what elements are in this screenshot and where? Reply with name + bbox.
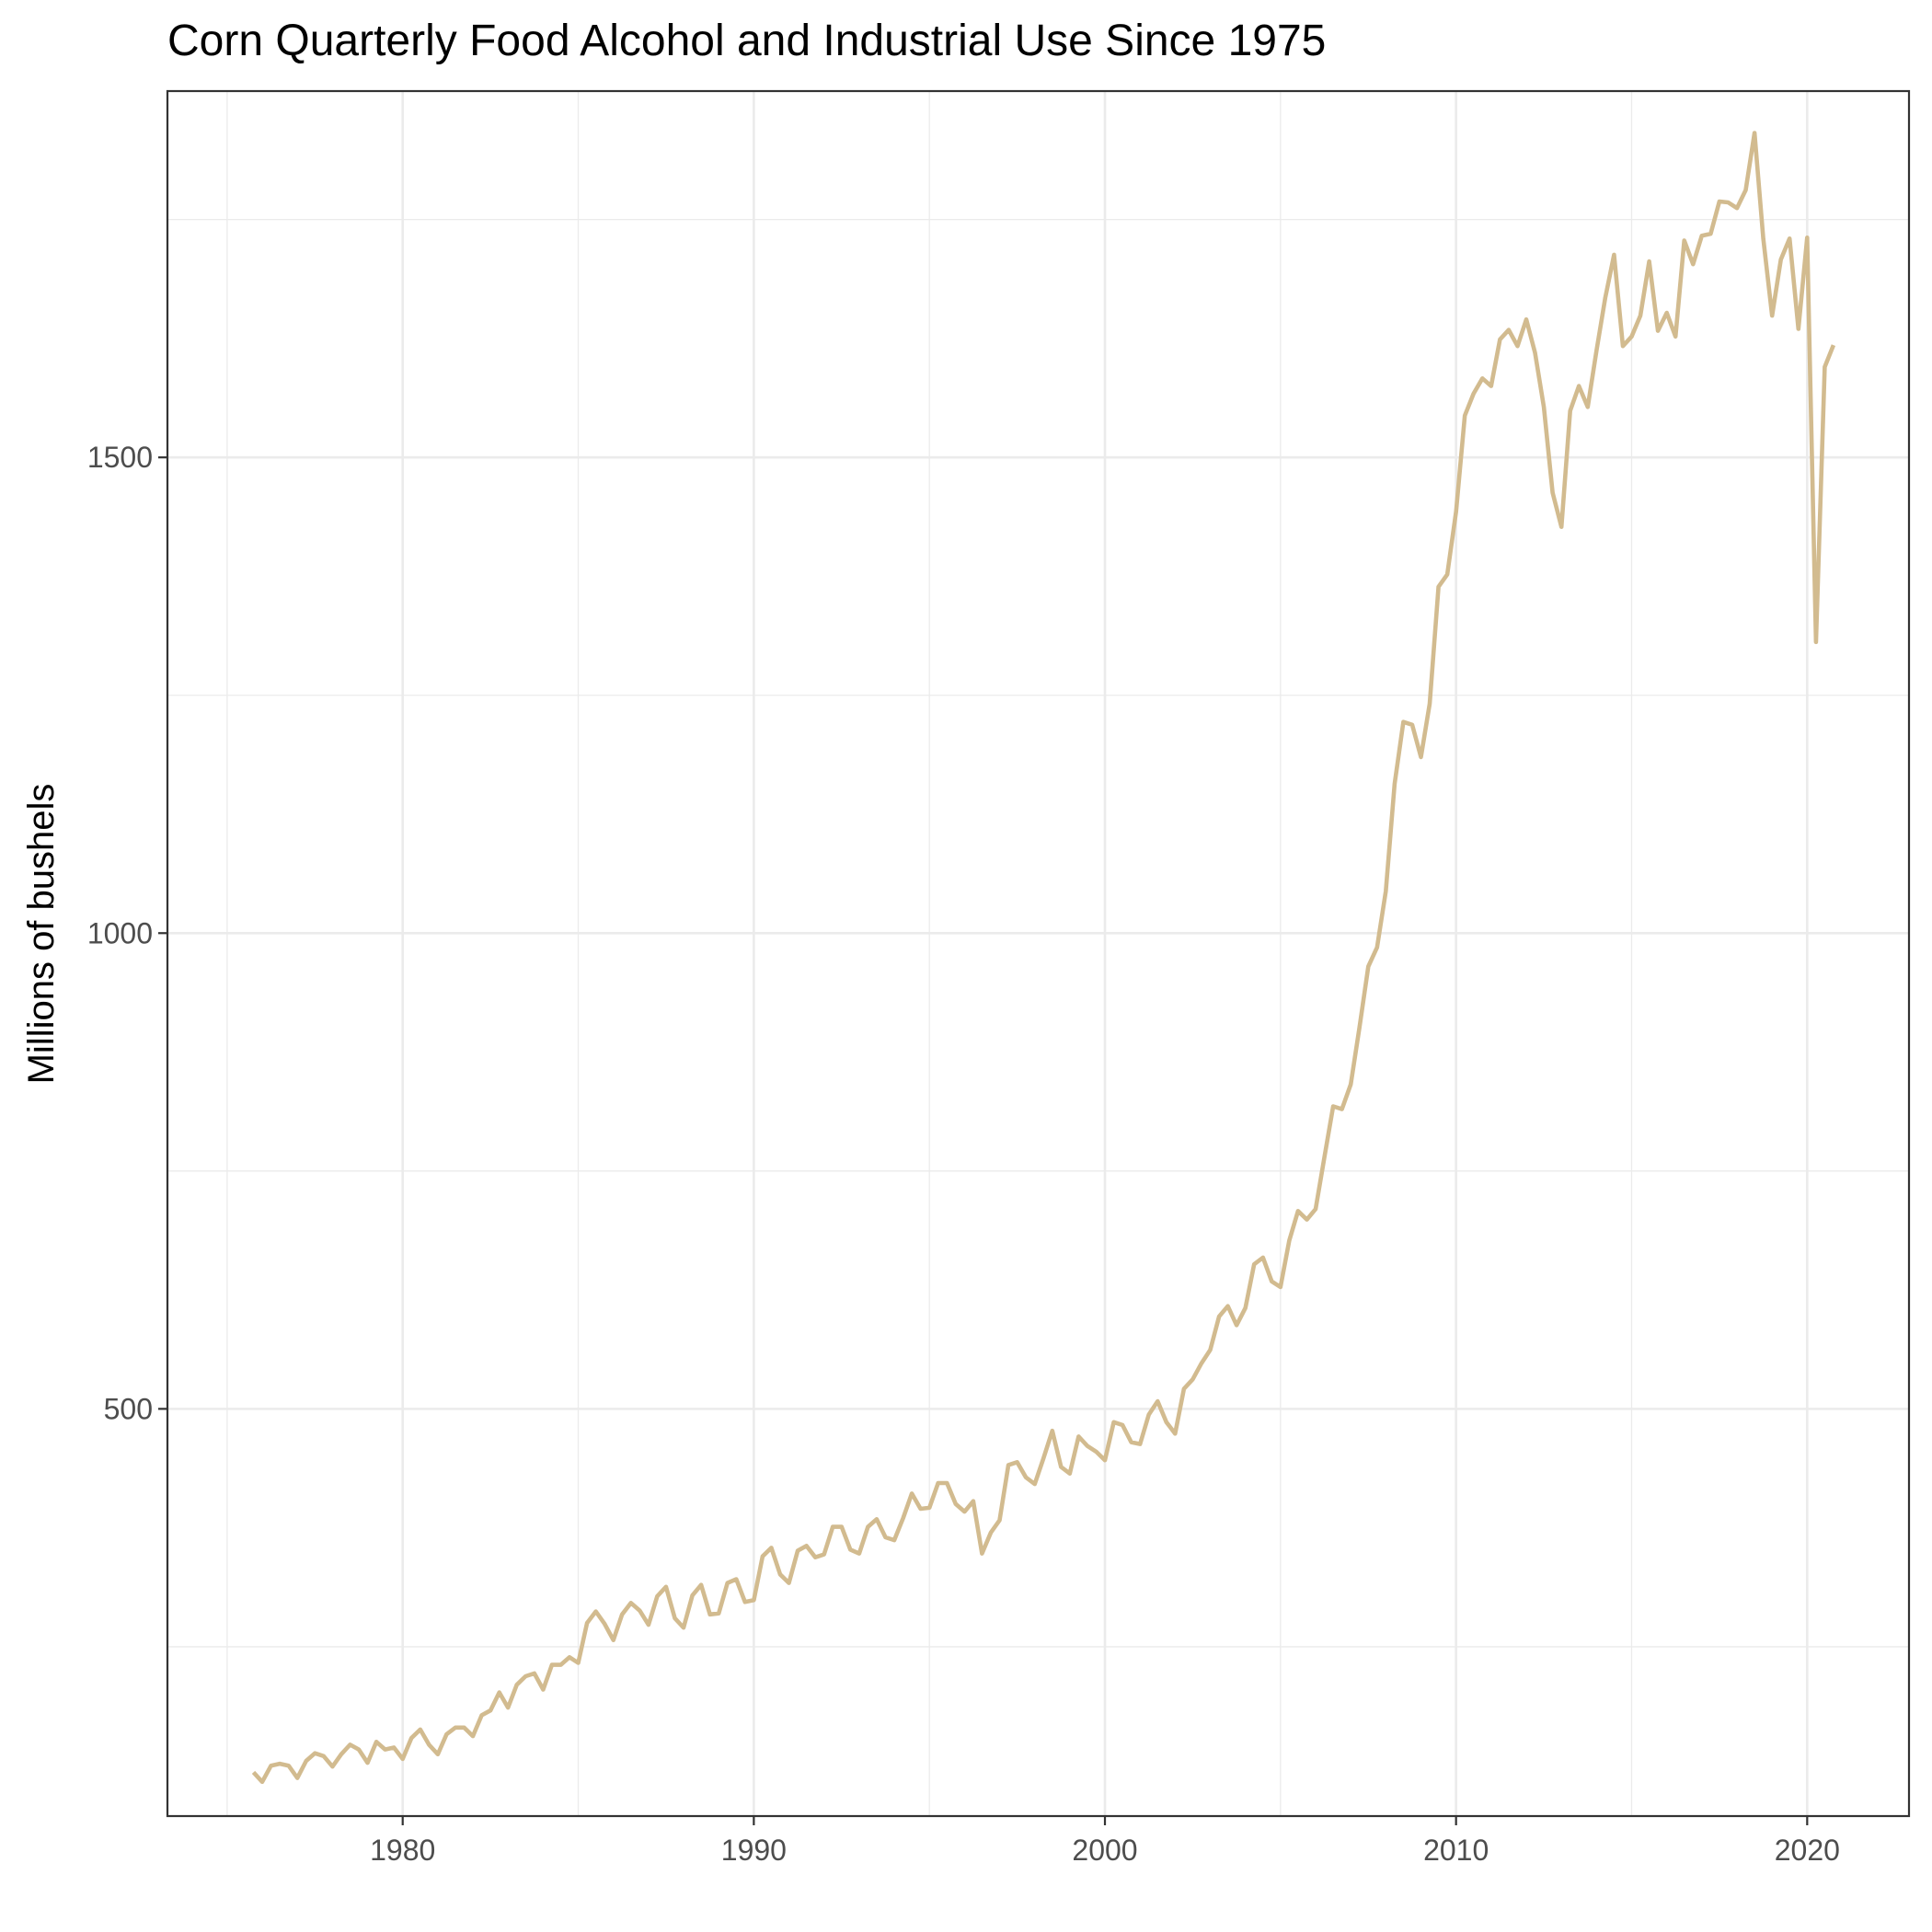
series-layer <box>251 131 1836 1785</box>
x-tick-label: 1980 <box>370 1834 435 1867</box>
y-tick-label: 1500 <box>87 441 153 474</box>
y-tick-label: 1000 <box>87 916 153 949</box>
y-tick-label: 500 <box>104 1392 153 1425</box>
plot-panel-border <box>166 89 1911 1818</box>
series-line <box>251 131 1836 1785</box>
gridlines <box>167 91 1909 1816</box>
x-tick-label: 2000 <box>1072 1834 1137 1867</box>
x-tick-label: 2010 <box>1423 1834 1489 1867</box>
chart-title: Corn Quarterly Food Alcohol and Industri… <box>167 17 1326 65</box>
y-axis-label: Millions of bushels <box>21 784 62 1085</box>
axes: 1980 1990 2000 2010 2020 500 1000 1500 <box>87 441 1840 1867</box>
x-tick-label: 1990 <box>721 1834 787 1867</box>
x-tick-label: 2020 <box>1775 1834 1840 1867</box>
